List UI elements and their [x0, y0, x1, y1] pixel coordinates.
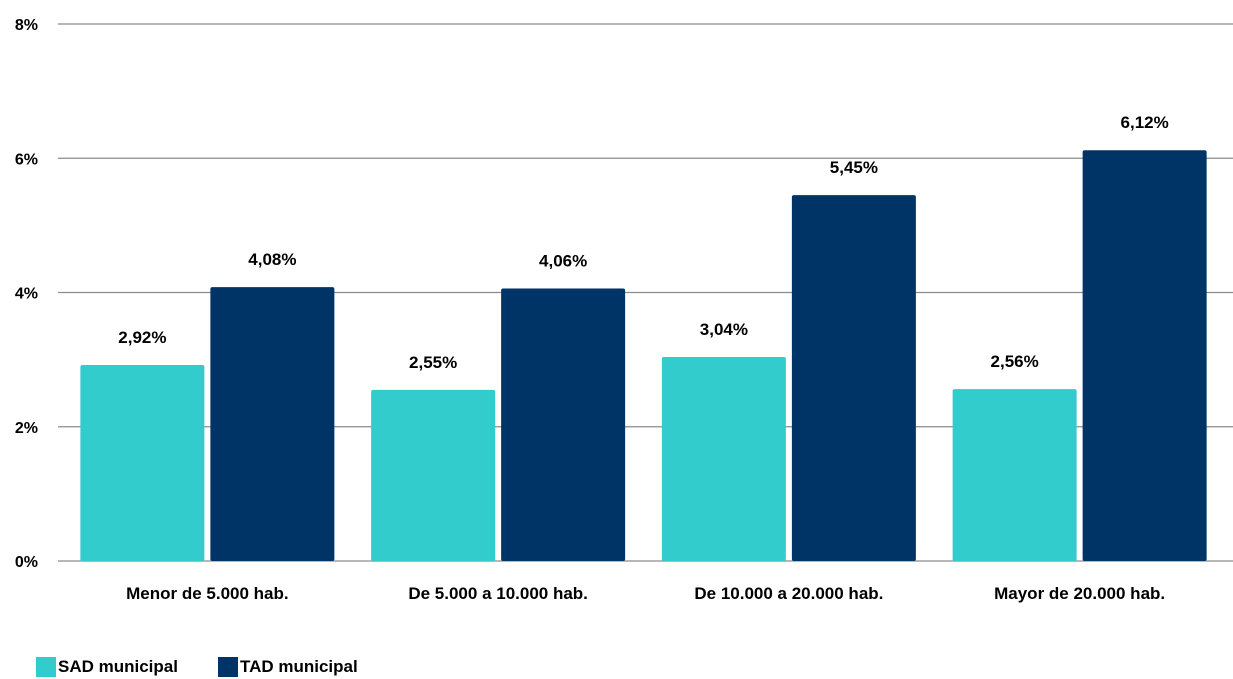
x-axis-category-labels: Menor de 5.000 hab. De 5.000 a 10.000 hab…: [126, 584, 1165, 603]
legend-item-tad: TAD municipal: [217, 657, 358, 677]
y-tick-label: 0%: [15, 554, 38, 571]
legend-swatch-tad: [217, 657, 238, 677]
bar-tad: [501, 288, 626, 561]
x-category-label: De 5.000 a 10.000 hab.: [408, 584, 588, 603]
bar-tad: [1082, 150, 1207, 561]
y-tick-label: 8%: [15, 17, 38, 34]
data-label: 3,04%: [700, 320, 748, 339]
legend-item-sad: SAD municipal: [36, 657, 178, 677]
y-axis-ticks: 0% 2% 4% 6% 8%: [15, 17, 38, 571]
x-category-label: De 10.000 a 20.000 hab.: [694, 584, 883, 603]
y-tick-label: 6%: [15, 151, 38, 168]
data-label: 4,06%: [539, 251, 587, 270]
data-label: 2,56%: [991, 352, 1039, 371]
bar-sad: [80, 364, 205, 561]
bar-sad: [952, 389, 1077, 561]
data-label: 4,08%: [248, 250, 296, 269]
data-label: 5,45%: [830, 158, 878, 177]
data-labels: 2,92% 4,08% 2,55% 4,06% 3,04% 5,45% 2,56% 6,12%: [118, 113, 1168, 372]
bar-sad: [371, 389, 496, 561]
legend-swatch-sad: [36, 657, 56, 677]
bar-tad: [791, 195, 916, 561]
y-tick-label: 2%: [15, 420, 38, 437]
data-label: 2,92%: [118, 328, 166, 347]
x-category-label: Menor de 5.000 hab.: [126, 584, 289, 603]
x-category-label: Mayor de 20.000 hab.: [994, 584, 1165, 603]
bar-sad: [661, 356, 786, 561]
data-label: 6,12%: [1121, 113, 1169, 132]
bars: [80, 150, 1207, 561]
legend-label-tad: TAD municipal: [239, 657, 358, 676]
bar-tad: [210, 287, 335, 561]
legend: SAD municipal TAD municipal: [36, 656, 398, 678]
y-tick-label: 4%: [15, 286, 38, 303]
bar-chart: 0% 2% 4% 6% 8% 2,92% 4,08% 2,55% 4,06% 3,04% 5,45…: [15, 17, 1233, 603]
data-label: 2,55%: [409, 353, 457, 372]
legend-label-sad: SAD municipal: [58, 657, 178, 676]
